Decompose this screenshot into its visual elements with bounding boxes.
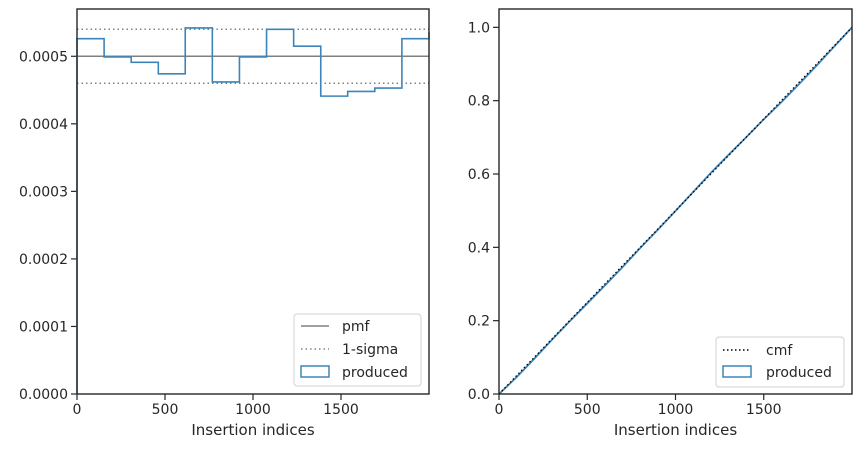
produced-point <box>639 247 641 249</box>
produced-point <box>833 45 835 48</box>
produced-point <box>798 83 800 85</box>
x-tick-label: 1000 <box>235 402 271 418</box>
cmf-panel: 0 500 1000 1500 0.0 0.2 0.4 0.6 0.8 1.0 Insertion … <box>468 8 853 439</box>
produced-point <box>710 172 712 174</box>
y-tick-label: 0.0005 <box>19 49 68 65</box>
produced-point <box>727 154 730 156</box>
x-tick-label: 500 <box>574 402 601 418</box>
y-tick-label: 0.4 <box>468 240 490 256</box>
legend-produced-swatch <box>722 365 752 378</box>
y-tick-label: 0.0004 <box>19 117 68 133</box>
y-tick-label: 0.0001 <box>19 319 68 335</box>
produced-point <box>604 284 606 287</box>
legend-produced-label: produced <box>342 365 408 381</box>
produced-point <box>533 358 535 360</box>
pmf-panel: 0 500 1000 1500 0.0000 0.0001 0.0002 0.0003 0.00… <box>19 8 430 439</box>
legend-produced-label: produced <box>766 365 832 381</box>
y-tick-label: 0.0003 <box>19 184 68 200</box>
x-tick-label: 500 <box>152 402 179 418</box>
produced-point <box>780 101 783 103</box>
produced-point <box>586 302 588 305</box>
y-tick-label: 0.0000 <box>19 387 68 403</box>
y-tick-label: 0.0002 <box>19 252 68 268</box>
legend-cmf-label: cmf <box>766 343 793 359</box>
cmf-line <box>498 26 853 395</box>
y-tick-label: 0.0 <box>468 387 490 403</box>
legend-pmf-label: pmf <box>342 319 371 335</box>
x-tick-label: 0 <box>495 402 504 418</box>
legend-box <box>293 313 422 387</box>
produced-histogram <box>76 27 430 394</box>
legend-sigma-label: 1-sigma <box>342 342 398 358</box>
y-tick-label: 1.0 <box>468 20 490 36</box>
legend-produced-swatch <box>300 365 330 378</box>
y-tick-label: 0.8 <box>468 94 490 110</box>
x-axis-label: Insertion indices <box>614 421 737 439</box>
axes-frame <box>498 8 853 395</box>
y-tick-label: 0.2 <box>468 314 490 330</box>
x-tick-label: 0 <box>73 402 82 418</box>
x-tick-label: 1000 <box>658 402 694 418</box>
produced-point <box>674 210 677 212</box>
x-tick-label: 1500 <box>746 402 782 418</box>
x-tick-label: 1500 <box>323 402 359 418</box>
y-tick-label: 0.6 <box>468 167 490 183</box>
x-axis-label: Insertion indices <box>191 421 314 439</box>
axes-frame <box>76 8 430 395</box>
